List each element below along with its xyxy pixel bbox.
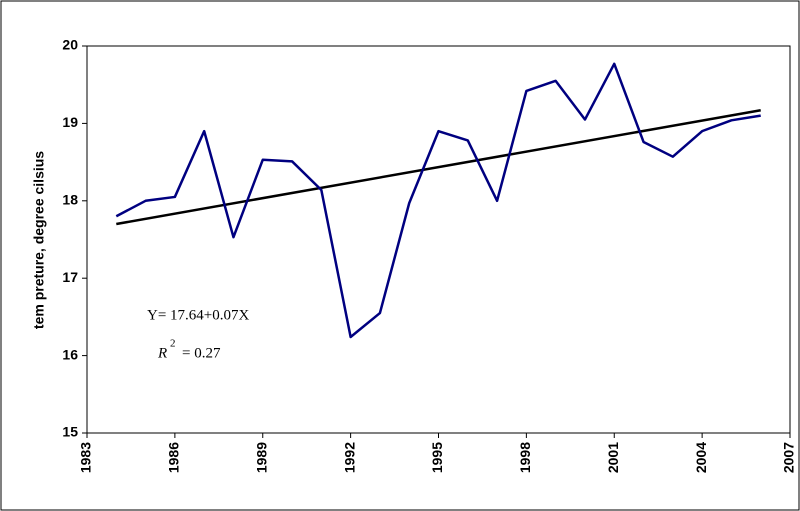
y-tick-label: 15 <box>62 424 78 440</box>
equation: Y= 17.64+0.07X <box>147 307 250 323</box>
x-tick-label: 1983 <box>78 442 94 473</box>
y-tick-label: 17 <box>62 269 78 285</box>
data-line <box>115 62 761 339</box>
y-tick-label: 19 <box>62 114 78 130</box>
x-tick-label: 1998 <box>517 442 533 473</box>
y-tick-label: 20 <box>62 37 78 53</box>
x-tick-label: 1986 <box>166 442 182 473</box>
y-tick-label: 18 <box>62 192 78 208</box>
x-tick-label: 1992 <box>341 442 357 473</box>
x-tick-label: 2007 <box>781 442 797 473</box>
x-tick-label: 1995 <box>429 442 445 473</box>
r2-exponent: 2 <box>170 338 176 350</box>
x-tick-label: 2004 <box>693 442 709 473</box>
y-tick-label: 16 <box>62 346 78 362</box>
r2-symbol: R <box>157 345 167 361</box>
x-tick-label: 1989 <box>253 442 269 473</box>
r2-value: = 0.27 <box>182 345 221 361</box>
x-tick-label: 2001 <box>605 442 621 473</box>
y-axis-label: tem preture, degree cilsius <box>31 151 47 329</box>
